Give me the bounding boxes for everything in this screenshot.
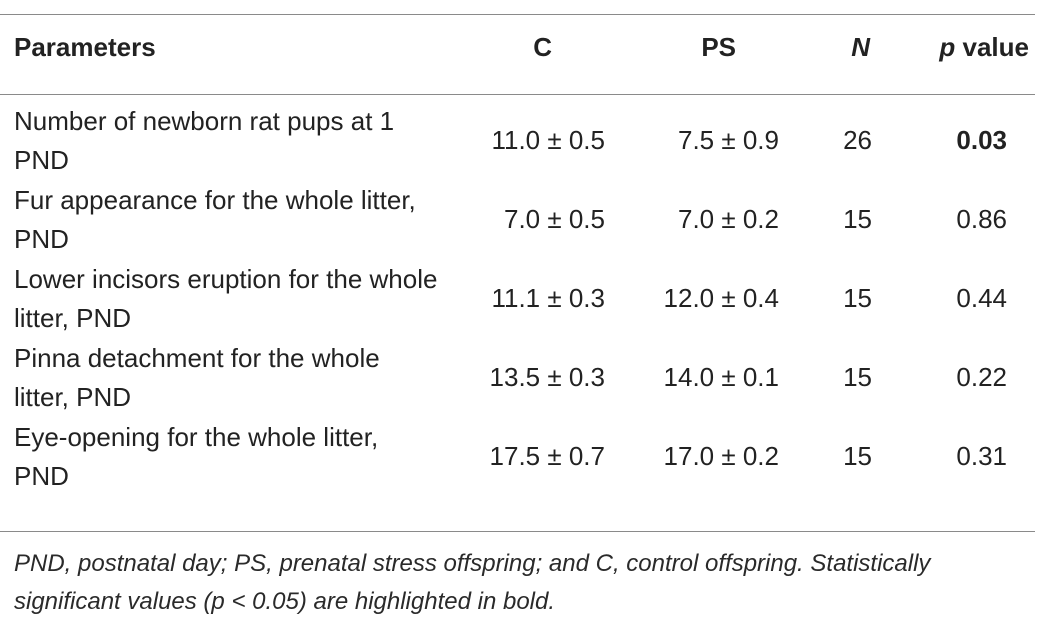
cell-p-value: 0.22: [956, 362, 1007, 392]
cell-parameter: Eye-opening for the whole litter, PND: [14, 421, 379, 491]
table-row: Pinna detachment for the whole litter, P…: [0, 338, 1035, 417]
cell-p-value: 0.31: [956, 441, 1007, 471]
table-header-rule: [0, 94, 1035, 95]
table-top-rule: [0, 14, 1035, 15]
cell-c: 11.1 ± 0.3: [491, 283, 605, 313]
cell-c: 13.5 ± 0.3: [489, 362, 605, 392]
cell-n: 26: [843, 125, 872, 155]
cell-ps: 12.0 ± 0.4: [663, 283, 779, 313]
cell-n: 15: [843, 362, 872, 392]
cell-parameter: Pinna detachment for the whole litter, P…: [14, 342, 380, 412]
cell-parameter: Number of newborn rat pups at 1 PND: [14, 105, 395, 175]
header-p-rest: value: [955, 32, 1030, 62]
table-footnote: PND, postnatal day; PS, prenatal stress …: [14, 550, 931, 615]
header-p-letter: p: [939, 32, 956, 62]
table-row: Fur appearance for the whole litter, PND…: [0, 180, 1035, 259]
table-header: Parameters C PS N p value: [0, 0, 1035, 81]
cell-parameter: Lower incisors eruption for the whole li…: [14, 263, 438, 333]
cell-ps: 14.0 ± 0.1: [663, 362, 779, 392]
cell-c: 11.0 ± 0.5: [491, 125, 605, 155]
header-row: Parameters C PS N p value: [0, 0, 1035, 81]
header-p-value: p value: [872, 0, 1035, 81]
cell-p-value: 0.44: [956, 283, 1007, 313]
header-c: C: [533, 32, 552, 62]
table-body: Number of newborn rat pups at 1 PND 11.0…: [0, 81, 1035, 496]
results-table: Parameters C PS N p value Number of newb…: [0, 0, 1035, 496]
table-row: Number of newborn rat pups at 1 PND 11.0…: [0, 81, 1035, 180]
cell-n: 15: [843, 441, 872, 471]
cell-c: 7.0 ± 0.5: [503, 204, 605, 234]
cell-p-value: 0.86: [956, 204, 1007, 234]
cell-ps: 7.0 ± 0.2: [677, 204, 779, 234]
header-parameters: Parameters: [14, 32, 156, 62]
cell-c: 17.5 ± 0.7: [489, 441, 605, 471]
cell-ps: 7.5 ± 0.9: [677, 125, 779, 155]
cell-p-value-significant: 0.03: [956, 125, 1007, 155]
table-row: Eye-opening for the whole litter, PND 17…: [0, 417, 1035, 496]
cell-ps: 17.0 ± 0.2: [663, 441, 779, 471]
table-bottom-rule: [0, 531, 1035, 532]
table-row: Lower incisors eruption for the whole li…: [0, 259, 1035, 338]
cell-parameter: Fur appearance for the whole litter, PND: [14, 184, 416, 254]
cell-n: 15: [843, 204, 872, 234]
cell-n: 15: [843, 283, 872, 313]
header-ps: PS: [701, 32, 736, 62]
header-n: N: [851, 32, 870, 62]
